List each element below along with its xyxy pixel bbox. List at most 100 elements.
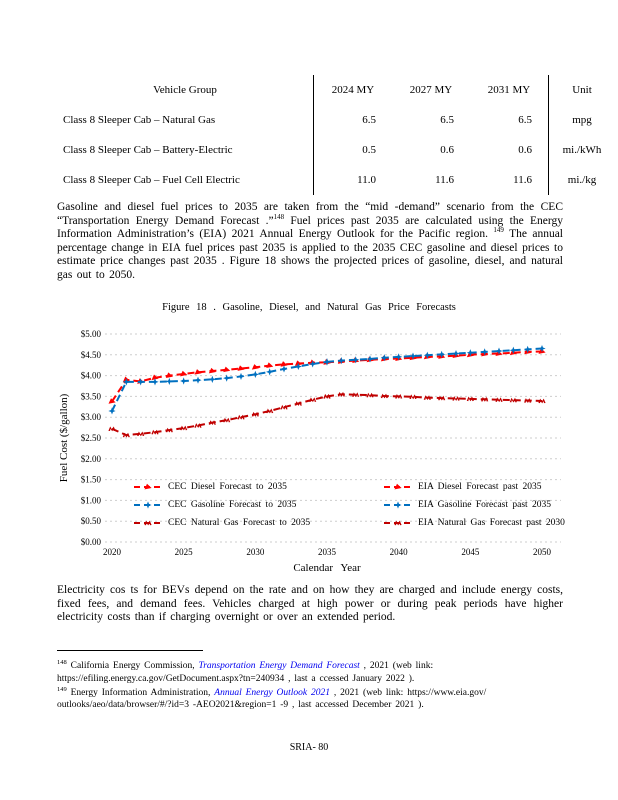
series-marker [165, 377, 173, 386]
series-marker [495, 397, 503, 403]
chart-canvas: $0.00 $0.50 $1.00 $1.50 $2.00 $2.50 $3.00 $3.50… [58, 329, 561, 574]
table-cell: 11.6 [435, 174, 454, 186]
series-marker [395, 394, 403, 399]
series-marker [165, 427, 173, 433]
series-marker [194, 423, 202, 428]
series-marker [180, 377, 188, 385]
series-marker [251, 370, 259, 378]
vehicle-efficiency-table: Vehicle Group 2024 MY 2027 MY 2031 MY Un… [57, 75, 615, 195]
series-marker [309, 397, 317, 403]
footnotes-block: 148 California Energy Commission, Transp… [57, 658, 563, 713]
legend-item: EIA Natural Gas Forecast past 2030 [383, 518, 565, 528]
y-axis-tick-label: $0.50 [81, 516, 102, 526]
figure-18-chart: $0.00 $0.50 $1.00 $1.50 $2.00 $2.50 $3.00 $3.50… [55, 322, 565, 580]
series-marker [466, 396, 474, 402]
series-marker [208, 375, 216, 383]
series-marker [151, 374, 159, 381]
table-header-cell: Unit [548, 75, 615, 105]
table-cell: 11.0 [313, 165, 392, 195]
legend-item: CEC Natural Gas Forecast to 2035 [133, 518, 383, 528]
series-marker [352, 392, 360, 398]
series-marker [395, 353, 403, 361]
series-marker [237, 372, 245, 381]
series-marker [538, 398, 546, 404]
series-marker [151, 429, 159, 435]
table-cell: mi./kWh [548, 135, 615, 165]
series-marker [337, 391, 345, 397]
table-cell: Class 8 Sleeper Cab – Natural Gas [63, 114, 216, 126]
table-cell: 6.5 [518, 114, 532, 126]
series-marker [122, 432, 130, 438]
legend-swatch [384, 501, 412, 509]
x-axis-tick-label: 2040 [390, 547, 409, 557]
footnote-separator [57, 650, 203, 651]
series-marker [337, 357, 345, 365]
body-paragraph-2: Electricity cos ts for BEVs depend on th… [57, 584, 563, 624]
series-marker [194, 369, 202, 375]
series-marker [524, 398, 532, 403]
legend-label: CEC Diesel Forecast to 2035 [168, 482, 287, 492]
series-marker [466, 349, 474, 357]
series-marker [266, 368, 274, 376]
series-marker [108, 407, 116, 415]
series-marker [423, 395, 431, 401]
footnote-ref-148[interactable]: 148 [273, 212, 285, 221]
legend-item: EIA Gasoline Forecast past 2035 [383, 500, 565, 510]
x-axis-tick-label: 2020 [103, 547, 122, 557]
series-line [326, 393, 543, 402]
series-marker [423, 351, 431, 359]
series-marker [438, 350, 446, 358]
y-axis-tick-label: $2.00 [81, 454, 102, 464]
table-cell: 0.6 [518, 144, 532, 156]
table-cell: 11.6 [513, 174, 532, 186]
series-marker [237, 414, 245, 420]
series-marker [208, 367, 216, 374]
series-marker [509, 346, 517, 354]
table-header-cell: 2027 MY [409, 84, 453, 96]
legend-label: EIA Diesel Forecast past 2035 [418, 482, 542, 492]
table-header-row: Vehicle Group 2024 MY 2027 MY 2031 MY Un… [57, 75, 615, 105]
series-marker [151, 378, 159, 386]
series-marker [452, 349, 460, 358]
series-marker [280, 361, 288, 367]
series-marker [280, 365, 288, 373]
series-marker [294, 362, 302, 371]
footnote-text: , 2021 (web link: https://efiling.energy… [57, 661, 434, 684]
table-header-cell: 2031 MY [487, 84, 531, 96]
series-marker [352, 356, 360, 364]
page-number: SRIA- 80 [289, 742, 329, 753]
legend-item: CEC Gasoline Forecast to 2035 [133, 500, 383, 510]
table-row: Class 8 Sleeper Cab – Fuel Cell Electric… [57, 165, 615, 195]
series-marker [538, 344, 546, 353]
table-cell: Class 8 Sleeper Cab – Fuel Cell Electric [63, 174, 240, 186]
footnote-link[interactable]: Transportation Energy Demand Forecast [198, 661, 360, 671]
series-marker [237, 365, 245, 371]
legend-swatch [134, 483, 162, 490]
y-axis-tick-label: $4.50 [81, 350, 102, 360]
legend-swatch [384, 520, 412, 526]
y-axis-tick-label: $1.50 [81, 475, 102, 485]
series-marker [266, 362, 274, 369]
x-axis-tick-label: 2035 [318, 547, 337, 557]
y-axis-tick-label: $2.50 [81, 433, 102, 443]
footnote-ref-149[interactable]: 149 [493, 226, 504, 235]
footnote-148: 148 California Energy Commission, Transp… [57, 658, 563, 686]
table-header-cell: Vehicle Group [153, 84, 217, 96]
series-marker [208, 420, 216, 426]
series-marker [108, 426, 116, 432]
legend-label: CEC Natural Gas Forecast to 2035 [168, 518, 311, 528]
series-marker [223, 417, 231, 423]
footnote-marker: 148 [57, 658, 67, 666]
y-axis-tick-label: $5.00 [81, 329, 102, 339]
series-marker [137, 431, 145, 437]
paragraph-text: Gasoline and diesel fuel prices to 2035 … [57, 201, 563, 227]
series-marker [251, 364, 259, 370]
footnote-link[interactable]: Annual Energy Outlook 2021 [214, 687, 331, 698]
x-axis-title: Calendar Year [293, 562, 361, 574]
series-marker [165, 372, 173, 378]
y-axis-title: Fuel Cost ($/gallon) [58, 393, 70, 482]
footnote-text: Energy Information Administration, [66, 687, 215, 698]
body-paragraph-1: Gasoline and diesel fuel prices to 2035 … [57, 201, 563, 283]
table-cell: mpg [548, 105, 615, 135]
